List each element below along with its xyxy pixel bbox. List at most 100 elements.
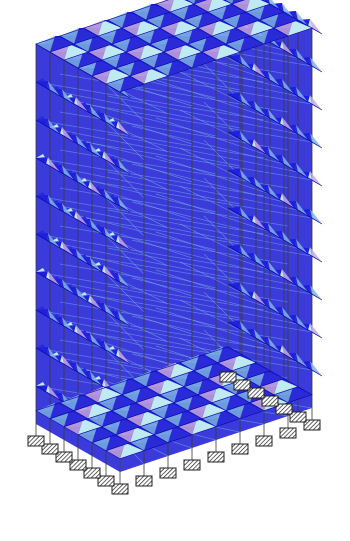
plate-facet bbox=[90, 105, 102, 120]
plate-facet bbox=[217, 386, 236, 395]
plate-facet bbox=[179, 386, 198, 395]
plate-facet bbox=[116, 426, 135, 443]
pyramid-roof-plate-icon bbox=[201, 43, 241, 61]
pyramid-roof-plate-icon bbox=[201, 410, 241, 428]
pyramid-roof-plate-icon bbox=[91, 67, 131, 85]
plate-facet bbox=[170, 4, 189, 20]
hatched-fixed-support-icon bbox=[41, 443, 59, 455]
core-bracing-line bbox=[49, 203, 241, 243]
plate-facet bbox=[198, 378, 222, 395]
core-bracing-line bbox=[83, 217, 313, 257]
plate-facet bbox=[106, 442, 125, 459]
plate-facet bbox=[36, 119, 48, 126]
plate-facet bbox=[260, 4, 284, 20]
plate-facet bbox=[246, 0, 270, 12]
plate-facet bbox=[183, 410, 202, 419]
plate-facet bbox=[198, 12, 222, 28]
pyramid-roof-plate-icon bbox=[149, 35, 189, 53]
pyramid-roof-plate-icon bbox=[35, 347, 61, 363]
pyramid-roof-plate-icon bbox=[125, 43, 165, 61]
plate-facet bbox=[164, 410, 183, 427]
plate-facet bbox=[88, 44, 107, 60]
plate-facet bbox=[174, 394, 193, 411]
plate-facet bbox=[48, 81, 60, 96]
plate-facet bbox=[260, 12, 279, 28]
plate-facet bbox=[282, 193, 294, 208]
plate-facet bbox=[64, 44, 88, 60]
core-bracing-line bbox=[35, 233, 265, 273]
plate-facet bbox=[145, 44, 164, 52]
pyramid-roof-plate-icon bbox=[169, 3, 209, 21]
plate-facet bbox=[217, 20, 236, 28]
plate-facet bbox=[135, 426, 154, 435]
core-bracing-line bbox=[105, 83, 145, 123]
plate-facet bbox=[150, 402, 169, 419]
core-bracing-line bbox=[63, 135, 217, 175]
hatched-fixed-support-icon bbox=[255, 435, 273, 447]
plate-facet bbox=[98, 20, 122, 36]
plate-facet bbox=[237, 354, 256, 363]
core-bracing-line bbox=[155, 79, 271, 119]
pyramid-roof-plate-icon bbox=[227, 283, 253, 299]
plate-facet bbox=[192, 418, 216, 435]
plate-facet bbox=[118, 235, 130, 250]
plate-facet bbox=[60, 394, 79, 411]
pyramid-roof-plate-icon bbox=[135, 394, 175, 412]
plate-facet bbox=[174, 20, 198, 36]
plate-facet bbox=[226, 394, 250, 411]
plate-facet bbox=[55, 402, 74, 411]
plate-facet bbox=[240, 245, 252, 260]
pyramid-roof-plate-icon bbox=[87, 410, 127, 428]
plate-facet bbox=[122, 20, 141, 36]
pyramid-roof-plate-icon bbox=[135, 27, 175, 45]
plate-facet bbox=[179, 20, 198, 28]
plate-facet bbox=[189, 370, 208, 379]
plate-edge bbox=[193, 0, 233, 13]
plate-facet bbox=[274, 12, 298, 28]
core-bracing-line bbox=[49, 279, 241, 319]
pyramid-roof-plate-icon bbox=[121, 386, 161, 404]
plate-facet bbox=[132, 370, 151, 387]
plate-facet bbox=[150, 394, 174, 411]
plate-facet bbox=[173, 426, 192, 435]
plate-facet bbox=[246, 4, 265, 20]
plate-facet bbox=[84, 386, 103, 403]
pyramid-roof-plate-icon bbox=[179, 354, 219, 372]
core-bracing-line bbox=[49, 127, 241, 167]
pyramid-roof-plate-icon bbox=[173, 27, 213, 45]
plate-facet bbox=[207, 36, 226, 44]
plate-facet bbox=[268, 109, 280, 124]
plate-facet bbox=[62, 279, 74, 294]
plate-facet bbox=[125, 76, 144, 84]
plate-facet bbox=[221, 44, 240, 52]
plate-facet bbox=[160, 386, 179, 403]
plate-facet bbox=[136, 28, 155, 44]
plate-facet bbox=[228, 131, 240, 138]
plate-facet bbox=[282, 231, 294, 246]
plate-facet bbox=[202, 402, 226, 419]
plate-facet bbox=[268, 147, 280, 162]
pyramid-roof-plate-icon bbox=[107, 378, 147, 396]
plate-facet bbox=[149, 68, 168, 76]
plate-facet bbox=[36, 81, 48, 88]
plate-facet bbox=[279, 378, 298, 387]
plate-facet bbox=[160, 12, 184, 28]
plate-facet bbox=[146, 12, 165, 28]
hatched-fixed-support-icon bbox=[303, 419, 321, 431]
plate-facet bbox=[226, 36, 245, 52]
pyramid-roof-plate-icon bbox=[121, 19, 161, 37]
pyramid-roof-plate-icon bbox=[129, 67, 169, 85]
hatched-fixed-support-icon bbox=[219, 371, 237, 383]
plate-facet bbox=[227, 4, 246, 12]
pyramid-roof-plate-icon bbox=[125, 410, 165, 428]
plate-facet bbox=[76, 97, 88, 112]
core-bracing-line bbox=[107, 133, 299, 173]
plate-facet bbox=[112, 402, 131, 419]
core-bracing-line bbox=[155, 193, 271, 233]
plate-facet bbox=[241, 12, 260, 20]
pyramid-roof-plate-icon bbox=[159, 19, 199, 37]
plate-facet bbox=[159, 418, 178, 427]
plate-facet bbox=[136, 20, 160, 36]
plate-facet bbox=[141, 386, 160, 395]
plate-facet bbox=[78, 60, 97, 76]
